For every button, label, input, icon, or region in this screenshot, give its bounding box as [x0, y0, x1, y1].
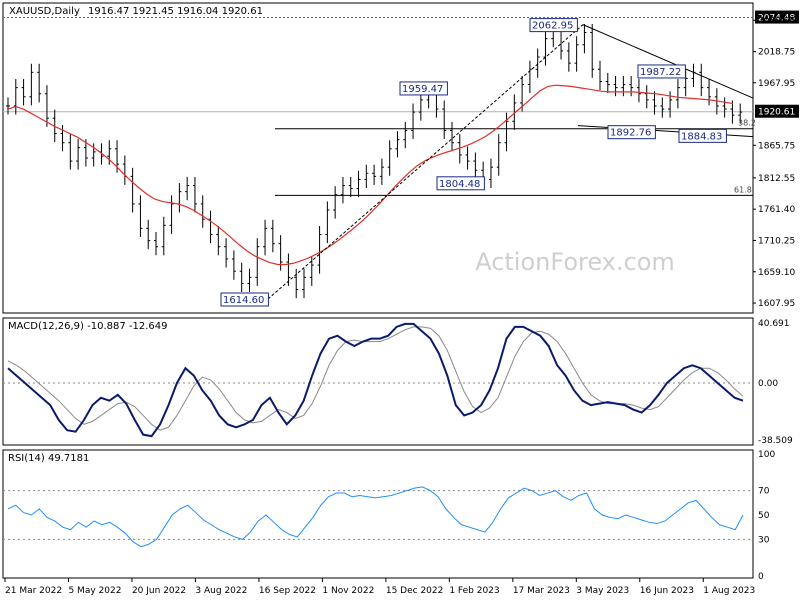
price-tick-label: 2069.95	[758, 16, 795, 26]
annotation-1614-60-box	[220, 292, 269, 307]
macd-tick-label: 0.00	[758, 379, 778, 389]
rsi-line	[7, 486, 744, 548]
price-badge-label: 1920.61	[758, 108, 795, 118]
annotation-1884-83-box	[678, 128, 727, 143]
price-tick-label: 1761.40	[758, 205, 795, 215]
x-tick-label: 3 May 2023	[576, 586, 629, 596]
x-tick-label: 20 Jun 2022	[132, 586, 186, 596]
annotation-1892-76-box	[607, 125, 656, 140]
x-tick-label: 16 Sep 2022	[259, 586, 316, 596]
x-tick-label: 5 May 2022	[68, 586, 121, 596]
ohlc-values: 1916.47 1921.45 1916.04 1920.61	[88, 6, 263, 17]
watermark: ActionForex.com	[475, 248, 675, 276]
annotation-2062-95-box	[529, 18, 578, 33]
fib-61-label: 61.8	[734, 185, 752, 194]
rsi-tick-label: 50	[758, 511, 770, 521]
x-tick-label: 1 Feb 2023	[449, 586, 499, 596]
macd-tick-label: -38.509	[758, 436, 793, 446]
x-tick-label: 16 Jun 2023	[640, 586, 694, 596]
macd-tick-label: 40.691	[758, 319, 790, 329]
falling-trendline	[582, 24, 754, 99]
annotation-2062-95: 2062.95	[532, 21, 573, 32]
rsi-tick-label: 70	[758, 487, 770, 497]
rsi-tick-label: 30	[758, 535, 770, 545]
main-frame	[2, 2, 754, 314]
price-tick-label: 1812.55	[758, 174, 795, 184]
annotation-1987-22-box	[637, 64, 686, 79]
price-badge-label: 2074.48	[758, 14, 795, 24]
annotation-1892-76: 1892.76	[610, 128, 651, 139]
macd-frame	[2, 317, 754, 446]
x-tick-label: 15 Dec 2022	[386, 586, 444, 596]
annotation-1959-47: 1959.47	[402, 84, 443, 95]
x-tick-label: 21 Mar 2022	[5, 586, 62, 596]
macd-line	[7, 322, 744, 438]
price-tick-label: 1659.10	[758, 268, 795, 278]
annotation-1884-83: 1884.83	[681, 131, 722, 142]
rsi-frame	[2, 449, 754, 579]
x-tick-label: 1 Nov 2022	[322, 586, 374, 596]
annotation-1959-47-box	[399, 81, 448, 96]
macd-signal-line	[7, 326, 744, 431]
price-tick-label: 2018.75	[758, 48, 795, 58]
price-tick-label: 1607.95	[758, 299, 795, 309]
x-tick-label: 17 Mar 2023	[513, 586, 570, 596]
x-tick-label: 1 Aug 2023	[703, 586, 755, 596]
price-badge	[755, 10, 799, 24]
price-tick-label: 1710.25	[758, 236, 795, 246]
annotation-1804-48: 1804.48	[439, 179, 480, 190]
annotation-1614-60: 1614.60	[223, 295, 264, 306]
moving-average-line	[7, 84, 734, 266]
rsi-tick-label: 0	[758, 572, 764, 582]
annotation-1804-48-box	[436, 176, 485, 191]
price-tick-label: 1865.75	[758, 141, 795, 151]
rsi-title: RSI(14) 49.7181	[8, 453, 89, 464]
price-badge	[755, 104, 799, 118]
annotation-1987-22: 1987.22	[640, 67, 681, 78]
price-tick-label: 1967.95	[758, 79, 795, 89]
rsi-tick-label: 100	[758, 450, 775, 460]
fib-38-label: 38.2	[738, 119, 756, 128]
macd-title: MACD(12,26,9) -10.887 -12.649	[8, 321, 168, 332]
symbol-label: XAUUSD,Daily	[9, 6, 80, 17]
x-tick-label: 3 Aug 2022	[195, 586, 247, 596]
